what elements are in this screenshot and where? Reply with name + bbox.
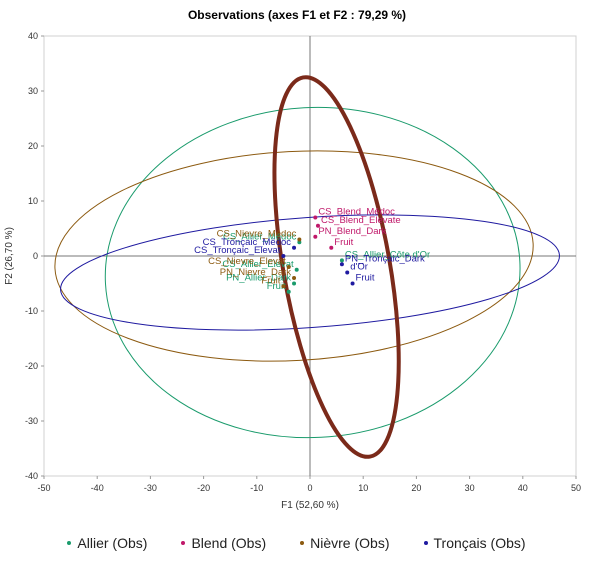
legend-marker-icon xyxy=(67,541,72,545)
x-axis-title: F1 (52,60 %) xyxy=(281,500,339,511)
x-tick-label: 0 xyxy=(307,483,312,493)
point-label: Fruit xyxy=(261,275,280,286)
x-tick-label: -50 xyxy=(37,483,50,493)
point-label: CS_Allier_Médoc xyxy=(223,231,297,242)
legend-marker-icon xyxy=(423,541,428,545)
data-point xyxy=(339,258,344,263)
data-point xyxy=(286,289,291,294)
data-point xyxy=(281,254,286,258)
point-label: Fruit xyxy=(334,237,353,248)
point-label: CS_Tronçaic_Médoc xyxy=(203,237,292,248)
y-tick-label: 40 xyxy=(28,31,38,41)
data-point xyxy=(313,234,318,239)
data-point xyxy=(329,245,334,250)
x-tick-label: -10 xyxy=(250,483,263,493)
point-label: CS_Allier_Elevat xyxy=(222,259,294,270)
y-tick-label: 30 xyxy=(28,86,38,96)
point-label: Fruit xyxy=(267,281,286,292)
legend-marker-icon xyxy=(181,541,186,545)
data-point xyxy=(297,240,302,245)
x-tick-label: -20 xyxy=(197,483,210,493)
data-point xyxy=(281,284,286,289)
legend-marker-icon xyxy=(300,541,305,545)
data-point xyxy=(286,265,291,269)
legend-item: Tronçais (Obs) xyxy=(423,535,526,551)
data-point xyxy=(297,237,302,242)
y-tick-label: 10 xyxy=(28,196,38,206)
data-point xyxy=(292,245,297,250)
legend-item: Allier (Obs) xyxy=(67,535,147,551)
confidence-ellipse xyxy=(272,75,401,459)
point-label: CS_Blend_Elevate xyxy=(321,215,401,226)
y-tick-label: -10 xyxy=(25,306,38,316)
data-point xyxy=(294,267,299,272)
y-axis-title: F2 (26,70 %) xyxy=(4,227,15,285)
data-point xyxy=(315,223,320,228)
point-label: CS_Nievre_Elevat xyxy=(208,256,286,267)
data-point xyxy=(339,262,344,267)
x-tick-label: -40 xyxy=(91,483,104,493)
point-label: CS_Allier_Côte d'Or xyxy=(345,249,430,260)
x-tick-label: -30 xyxy=(144,483,157,493)
legend-label: Allier (Obs) xyxy=(77,535,148,551)
data-point xyxy=(350,281,355,286)
point-label: PN_Nievre_Dark xyxy=(220,267,292,278)
confidence-ellipse xyxy=(104,106,521,439)
y-tick-label: 0 xyxy=(33,251,38,261)
point-label: PN_Tronçaic_Dark xyxy=(345,253,425,264)
chart-legend: Allier (Obs) Blend (Obs) Nièvre (Obs) Tronç… xyxy=(0,528,593,558)
x-tick-label: 50 xyxy=(571,483,581,493)
point-label: Fruit xyxy=(356,273,375,284)
legend-label: Tronçais (Obs) xyxy=(433,535,526,551)
data-point xyxy=(292,276,297,280)
chart-title: Observations (axes F1 et F2 : 79,29 %) xyxy=(188,8,406,22)
point-label: CS_Nievre_Médoc xyxy=(217,229,297,240)
point-label: d'Or xyxy=(350,262,368,273)
data-point xyxy=(313,215,318,220)
confidence-ellipse xyxy=(60,214,560,331)
confidence-ellipse xyxy=(54,150,534,362)
data-point xyxy=(345,270,350,275)
point-label: CS_Tronçaic_Elevat xyxy=(194,245,281,256)
x-tick-label: 40 xyxy=(518,483,528,493)
y-tick-label: -40 xyxy=(25,471,38,481)
point-label: PN_Blend_Dark xyxy=(318,226,386,237)
y-tick-label: 20 xyxy=(28,141,38,151)
legend-label: Nièvre (Obs) xyxy=(310,535,390,551)
x-tick-label: 10 xyxy=(358,483,368,493)
legend-label: Blend (Obs) xyxy=(191,535,267,551)
scatter-chart: Observations (axes F1 et F2 : 79,29 %) C… xyxy=(4,8,581,511)
x-tick-label: 20 xyxy=(411,483,421,493)
y-tick-label: -20 xyxy=(25,361,38,371)
y-tick-label: -30 xyxy=(25,416,38,426)
point-label: PN_Allier_Dark xyxy=(226,273,291,284)
legend-item: Nièvre (Obs) xyxy=(300,535,390,551)
data-point xyxy=(292,281,297,286)
point-label: CS_Blend_Médoc xyxy=(318,207,395,218)
x-tick-label: 30 xyxy=(465,483,475,493)
legend-item: Blend (Obs) xyxy=(181,535,266,551)
